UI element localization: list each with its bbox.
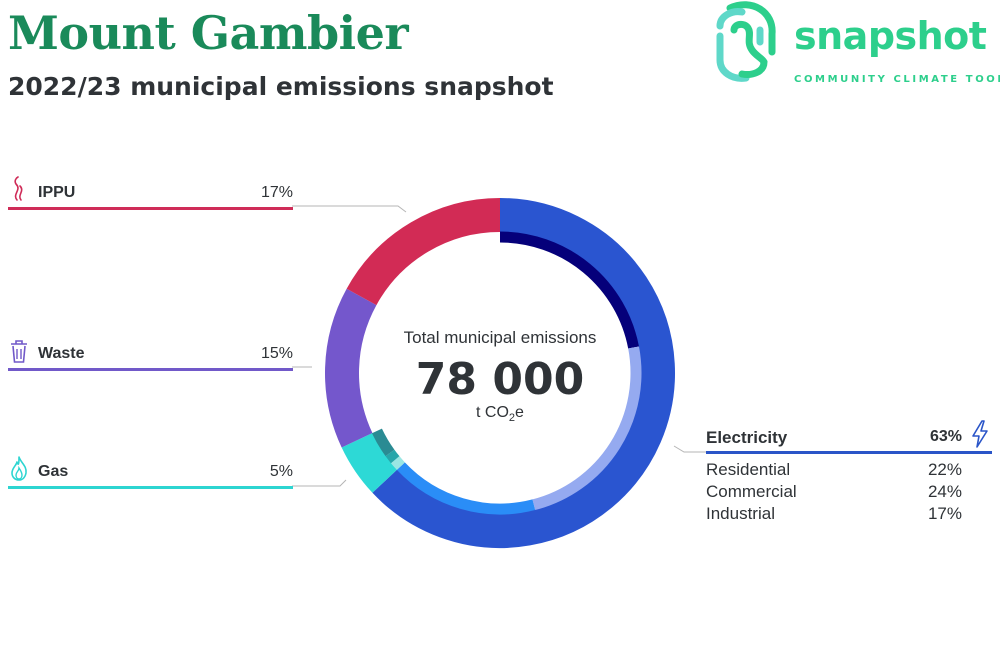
snapshot-logo: snapshot COMMUNITY CLIMATE TOOL (712, 0, 1000, 92)
logo-wordmark: snapshot (794, 14, 987, 58)
gas-slice (341, 432, 398, 493)
total-caption: Total municipal emissions (403, 328, 597, 347)
electricity-industrial-subslice (396, 462, 536, 515)
total-unit: t CO2e (360, 404, 640, 424)
legend-ippu: IPPU 17% (8, 170, 293, 210)
electricity-residential-subslice (499, 231, 639, 349)
ippu-slice (346, 198, 501, 306)
gas-part-3-subslice (371, 428, 395, 457)
page-title: Mount Gambier (8, 6, 409, 60)
legend-waste: Waste 15% (8, 331, 293, 371)
gas-part-2-subslice (385, 449, 400, 464)
legend-electricity-residential: Residential 22% (706, 454, 992, 479)
legend-gas-underline (8, 486, 293, 489)
residential-label: Residential (706, 460, 791, 479)
legend-electricity-commercial: Commercial 24% (706, 476, 992, 501)
legend-gas: Gas 5% (8, 449, 293, 489)
leader-lines (292, 205, 706, 487)
waste-slice (325, 288, 377, 448)
legend-gas-value: 5% (269, 463, 293, 480)
legend-gas-label: Gas (38, 463, 69, 480)
legend-electricity-label: Electricity (706, 428, 788, 447)
unit-prefix: t CO (476, 404, 509, 421)
legend-electricity-underline (706, 451, 992, 454)
donut-outer-ring (325, 198, 675, 548)
lightning-icon (972, 420, 988, 448)
commercial-value: 24% (927, 482, 962, 501)
gas-part-1-subslice (390, 456, 405, 470)
gas-leader-line (292, 479, 347, 487)
unit-suffix: e (515, 404, 524, 421)
industrial-label: Industrial (706, 504, 775, 523)
legend-waste-value: 15% (260, 345, 293, 362)
fingerprint-swirl-icon (716, 1, 776, 82)
legend-ippu-label: IPPU (38, 184, 76, 201)
electricity-leader-line (673, 445, 706, 453)
legend-ippu-underline (8, 207, 293, 210)
legend-electricity-industrial: Industrial 17% (706, 498, 992, 523)
total-value: 78 000 (415, 354, 585, 405)
flame-icon (11, 456, 27, 481)
commercial-label: Commercial (706, 482, 797, 501)
logo-tagline: COMMUNITY CLIMATE TOOL (794, 74, 1000, 85)
legend-electricity: Electricity 63% Residential 22% Commerci… (706, 420, 992, 523)
page-subtitle: 2022/23 municipal emissions snapshot (8, 72, 554, 101)
legend-waste-label: Waste (38, 345, 85, 362)
ippu-leader-line (292, 205, 407, 213)
donut-inner-ring (371, 231, 642, 515)
smoke-icon (14, 176, 23, 201)
electricity-slice (372, 198, 675, 548)
unit-subscript: 2 (508, 412, 516, 425)
trash-can-icon (11, 340, 27, 363)
legend-electricity-value: 63% (929, 428, 962, 445)
legend-ippu-value: 17% (260, 184, 293, 201)
industrial-value: 17% (927, 504, 962, 523)
residential-value: 22% (927, 460, 962, 479)
legend-waste-underline (8, 368, 293, 371)
electricity-commercial-subslice (532, 346, 642, 511)
